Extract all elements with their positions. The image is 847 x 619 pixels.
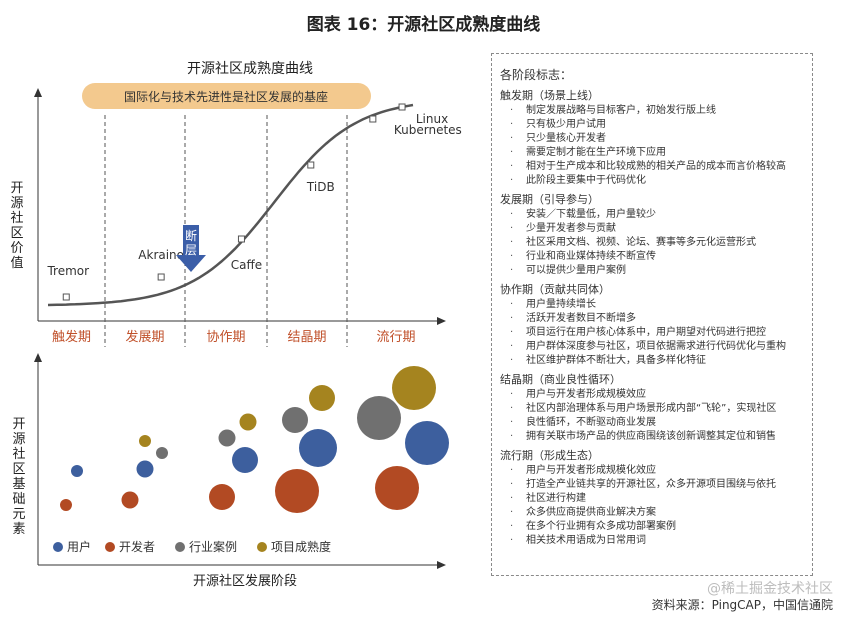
stage-markers-panel: 各阶段标志： 触发期（场景上线） 制定发展战略与目标客户，初始发行版上线只有极少用… [491,53,813,576]
lower-x-arrow [437,561,446,569]
bubble-用户 [232,447,258,473]
legend-label: 项目成熟度 [271,539,331,554]
legend-swatch [53,542,63,552]
bubble-行业案例 [218,429,236,447]
panel-stage-item: 在多个行业拥有众多成功部署案例 [500,520,806,534]
lower-x-label: 开源社区发展阶段 [193,573,297,589]
panel-stage-name: 结晶期（商业良性循环） [500,373,621,386]
panel-stage-item: 用户量持续增长 [500,298,806,312]
stage-label: 发展期 [125,329,164,345]
milestone-label: Tremor [46,264,89,278]
bubble-行业案例 [357,396,401,440]
panel-stage-item: 此阶段主要集中于代码优化 [500,174,806,188]
fault-label: 断层 [185,228,197,257]
legend-swatch [105,542,115,552]
panel-stage-item: 用户群体深度参与社区，项目依据需求进行代码优化与重构 [500,340,806,354]
legend-label: 开发者 [119,539,155,554]
milestone-label: Caffe [231,258,262,272]
fault-arrow [176,225,206,272]
milestone-marker [307,161,315,169]
panel-stage-item: 可以提供少量用户案例 [500,264,806,278]
watermark: @稀土掘金技术社区 [707,581,833,597]
panel-stage-name: 协作期（贡献共同体） [500,283,610,296]
panel-stage: 触发期（场景上线） 制定发展战略与目标客户，初始发行版上线只有极少用户试用只少量核… [500,88,806,188]
milestone-label: TiDB [306,180,335,194]
bubble-行业案例 [282,407,308,433]
source-note: 资料来源：PingCAP，中国信通院 [651,598,833,612]
panel-stage-list: 触发期（场景上线） 制定发展战略与目标客户，初始发行版上线只有极少用户试用只少量核… [500,88,806,548]
legend-label: 用户 [67,539,91,554]
legend-swatch [175,542,185,552]
milestone-label: Akraino [138,248,184,262]
banner-text: 国际化与技术先进性是社区发展的基座 [124,89,328,104]
panel-stage-item: 只有极少用户试用 [500,118,806,132]
panel-stage-item: 社区内部治理体系与用户场景形成内部“飞轮”，实现社区 [500,402,806,416]
bubble-开发者 [275,469,319,513]
bubble-开发者 [209,484,235,510]
upper-x-arrow [437,317,446,325]
lower-y-label: 开源社区基础元素 [12,417,25,537]
legend-swatch [257,542,267,552]
panel-stage-name: 触发期（场景上线） [500,89,599,102]
bubble-开发者 [375,466,419,510]
panel-stage-item: 少量开发者参与贡献 [500,222,806,236]
figure-title: 图表 16：开源社区成熟度曲线 [306,15,541,35]
panel-stage-item: 众多供应商提供商业解决方案 [500,506,806,520]
panel-stage-item: 只少量核心开发者 [500,132,806,146]
panel-stage: 发展期（引导参与） 安装／下载量低，用户量较少少量开发者参与贡献社区采用文档、视频… [500,192,806,278]
stage-label: 流行期 [376,330,415,345]
bubble-开发者 [60,499,72,511]
bubble-开发者 [121,491,139,509]
bubble-项目成熟度 [239,413,257,431]
panel-stage-item: 制定发展战略与目标客户，初始发行版上线 [500,104,806,118]
upper-chart-title: 开源社区成熟度曲线 [187,61,313,77]
bubble-项目成熟度 [139,435,151,447]
panel-stage-item: 项目运行在用户核心体系中，用户期望对代码进行把控 [500,326,806,340]
panel-stage-item: 行业和商业媒体持续不断宣传 [500,250,806,264]
stage-label: 结晶期 [287,330,326,345]
milestone-marker [157,273,165,281]
milestone-marker [369,115,377,123]
stage-label: 触发期 [52,329,91,345]
panel-stage-item: 安装／下载量低，用户量较少 [500,208,806,222]
banner-background [82,83,371,109]
panel-stage-item: 用户与开发者形成规模化效应 [500,464,806,478]
milestone-marker [62,293,70,301]
milestone-label: Kubernetes [394,123,462,137]
bubble-用户 [299,429,337,467]
milestone-marker [237,235,245,243]
maturity-curve [47,103,414,307]
bubble-用户 [136,460,154,478]
panel-stage-item: 用户与开发者形成规模效应 [500,388,806,402]
panel-stage-name: 流行期（形成生态） [500,449,599,462]
bubble-项目成熟度 [309,385,335,411]
upper-y-label: 开源社区价值 [10,181,23,271]
lower-y-arrow [34,353,42,362]
panel-stage-item: 需要定制才能在生产环境下应用 [500,146,806,160]
upper-y-arrow [34,88,42,97]
panel-stage: 协作期（贡献共同体） 用户量持续增长活跃开发者数目不断增多项目运行在用户核心体系中… [500,282,806,368]
panel-stage: 结晶期（商业良性循环） 用户与开发者形成规模效应社区内部治理体系与用户场景形成内部… [500,372,806,444]
panel-stage-item: 社区维护群体不断壮大，具备多样化特征 [500,354,806,368]
milestone-label: Linux [416,112,448,126]
panel-stage-item: 良性循环，不断驱动商业发展 [500,416,806,430]
panel-stage-name: 发展期（引导参与） [500,193,599,206]
bubble-项目成熟度 [392,366,436,410]
panel-stage-item: 社区采用文档、视频、论坛、赛事等多元化运营形式 [500,236,806,250]
stage-label: 协作期 [206,330,245,345]
panel-stage-item: 拥有关联市场产品的供应商围绕该创新调整其定位和销售 [500,430,806,444]
panel-title: 各阶段标志： [500,68,573,82]
panel-stage-item: 活跃开发者数目不断增多 [500,312,806,326]
panel-stage: 流行期（形成生态） 用户与开发者形成规模化效应打造全产业链共享的开源社区，众多开源… [500,448,806,548]
bubble-行业案例 [156,447,168,459]
legend-label: 行业案例 [189,539,237,554]
panel-stage-item: 相对于生产成本和比较成熟的相关产品的成本而言价格较高 [500,160,806,174]
panel-stage-item: 打造全产业链共享的开源社区，众多开源项目围绕与依托 [500,478,806,492]
bubble-用户 [71,465,83,477]
panel-stage-item: 相关技术用语成为日常用词 [500,534,806,548]
milestone-marker [398,103,406,111]
bubble-用户 [405,421,449,465]
panel-stage-item: 社区进行构建 [500,492,806,506]
